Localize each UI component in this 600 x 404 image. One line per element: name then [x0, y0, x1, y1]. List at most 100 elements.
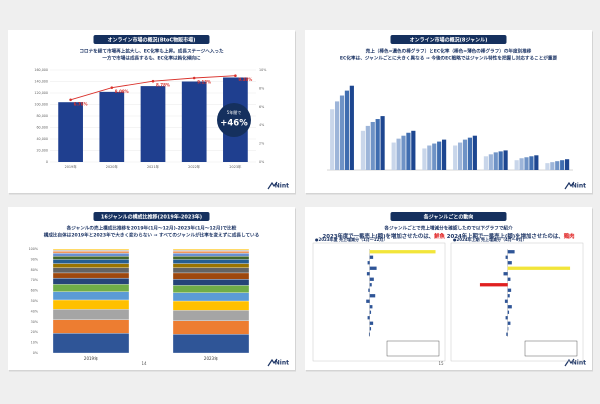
x-tick-label: 2023年	[204, 355, 218, 361]
y-tick-label: 100%	[29, 247, 38, 251]
bar	[560, 160, 565, 170]
y-tick-label: 30%	[31, 320, 38, 324]
bar	[472, 135, 477, 170]
title-bar	[93, 35, 210, 44]
title-bar	[390, 212, 507, 221]
logo: Nint	[572, 183, 586, 190]
bar	[369, 266, 377, 270]
logo: Nint	[275, 360, 289, 367]
badge-text: 5年間で	[227, 109, 242, 115]
title-bar	[93, 212, 210, 221]
bar	[507, 261, 512, 265]
slide: 16ジャンルの構成比推移(2019年-2023年) 各ジャンルの売上構成比推移を2…	[8, 207, 296, 372]
segment	[172, 279, 250, 286]
bar	[507, 250, 515, 254]
bar	[493, 152, 498, 170]
segment	[52, 267, 130, 274]
segment	[172, 263, 250, 268]
bar	[507, 288, 512, 292]
bar	[369, 255, 374, 259]
bar	[367, 316, 370, 320]
rate-label: 8.08%	[115, 89, 129, 94]
bar	[479, 283, 508, 287]
rate-marker	[110, 86, 114, 89]
segment	[172, 250, 250, 254]
bar	[181, 81, 207, 162]
bar	[453, 145, 458, 170]
rate-marker	[192, 76, 196, 80]
bar	[391, 142, 396, 170]
bar	[369, 250, 436, 254]
slide-subtitle: 売上（棒色=濃色の棒グラフ）とEC化率（棒色=薄色の棒グラフ）の年度別推移	[365, 48, 532, 55]
segment	[172, 259, 250, 264]
slide-title: 各ジャンルごとの動向	[423, 213, 474, 220]
bar	[529, 156, 534, 170]
bar	[504, 299, 508, 303]
panel-border	[450, 242, 584, 362]
bar	[370, 121, 375, 170]
key-finding-part: 鶏肉	[564, 232, 575, 240]
segment	[52, 299, 130, 310]
rate-marker	[69, 98, 72, 102]
y-tick-label: 60,000	[36, 126, 48, 130]
bar	[334, 101, 340, 170]
bar	[380, 116, 385, 170]
bar	[422, 148, 427, 170]
y2-tick-label: 2%	[259, 142, 264, 146]
bar	[467, 137, 473, 170]
rate-label: 9.13%	[197, 80, 211, 85]
bar	[344, 90, 350, 170]
y-tick-label: 80,000	[36, 114, 48, 118]
segment	[172, 292, 250, 302]
bar	[507, 305, 512, 309]
y2-tick-label: 4%	[259, 123, 264, 127]
slide-subtitle: 構成比自体は2019年と2023年で大きく変わらない ⇒ すべてのジャンルが比率…	[44, 232, 260, 239]
segment	[172, 300, 250, 311]
bar	[462, 139, 468, 170]
note-box	[386, 340, 440, 357]
bar	[507, 321, 511, 325]
slide: オンライン市場の概況(8ジャンル) 売上（棒色=濃色の棒グラフ）とEC化率（棒色=…	[305, 30, 593, 195]
bar	[396, 138, 401, 170]
segment	[52, 277, 130, 285]
key-finding-part: 2023年度で一番売上(額)を増加させたのは、	[322, 232, 434, 240]
bar	[368, 332, 370, 336]
bar	[442, 139, 447, 170]
x-tick-label: 2019年	[65, 164, 78, 169]
x-tick-label: 2019年	[84, 355, 98, 361]
bar	[507, 310, 510, 314]
logo-mark	[564, 181, 575, 190]
bar	[524, 157, 529, 170]
bar	[411, 130, 416, 170]
segment	[52, 248, 130, 251]
y-tick-label: 10%	[31, 341, 38, 345]
segment	[172, 320, 250, 335]
rate-label: 8.78%	[156, 83, 170, 88]
segment	[52, 249, 130, 252]
segment	[52, 256, 130, 260]
y-tick-label: 40%	[31, 309, 38, 313]
slide-subtitle: 各ジャンルごとで売上増減分を確認したので以下グラフで紹介	[383, 225, 513, 232]
segment	[52, 319, 130, 334]
y-tick-label: 160,000	[34, 68, 48, 72]
y2-tick-label: 0%	[259, 160, 264, 164]
key-finding-part: 鮮魚	[434, 232, 445, 240]
slide-subtitle: 各ジャンルの売上構成比推移を2019年(1月～12月)-2023年(1月～12月…	[66, 225, 237, 232]
bar	[369, 310, 372, 314]
bar	[437, 141, 442, 170]
bar	[330, 109, 335, 170]
logo-mark	[267, 358, 278, 367]
rate-label: 6.76%	[74, 101, 88, 106]
x-tick-label: 2023年	[229, 164, 242, 169]
segment	[52, 253, 130, 257]
bar	[365, 125, 370, 170]
bar	[555, 161, 560, 170]
bar	[506, 332, 508, 336]
bar	[58, 102, 83, 162]
title-bar	[390, 35, 507, 44]
bar	[369, 327, 372, 331]
segment	[52, 250, 130, 254]
note-box	[524, 340, 578, 357]
